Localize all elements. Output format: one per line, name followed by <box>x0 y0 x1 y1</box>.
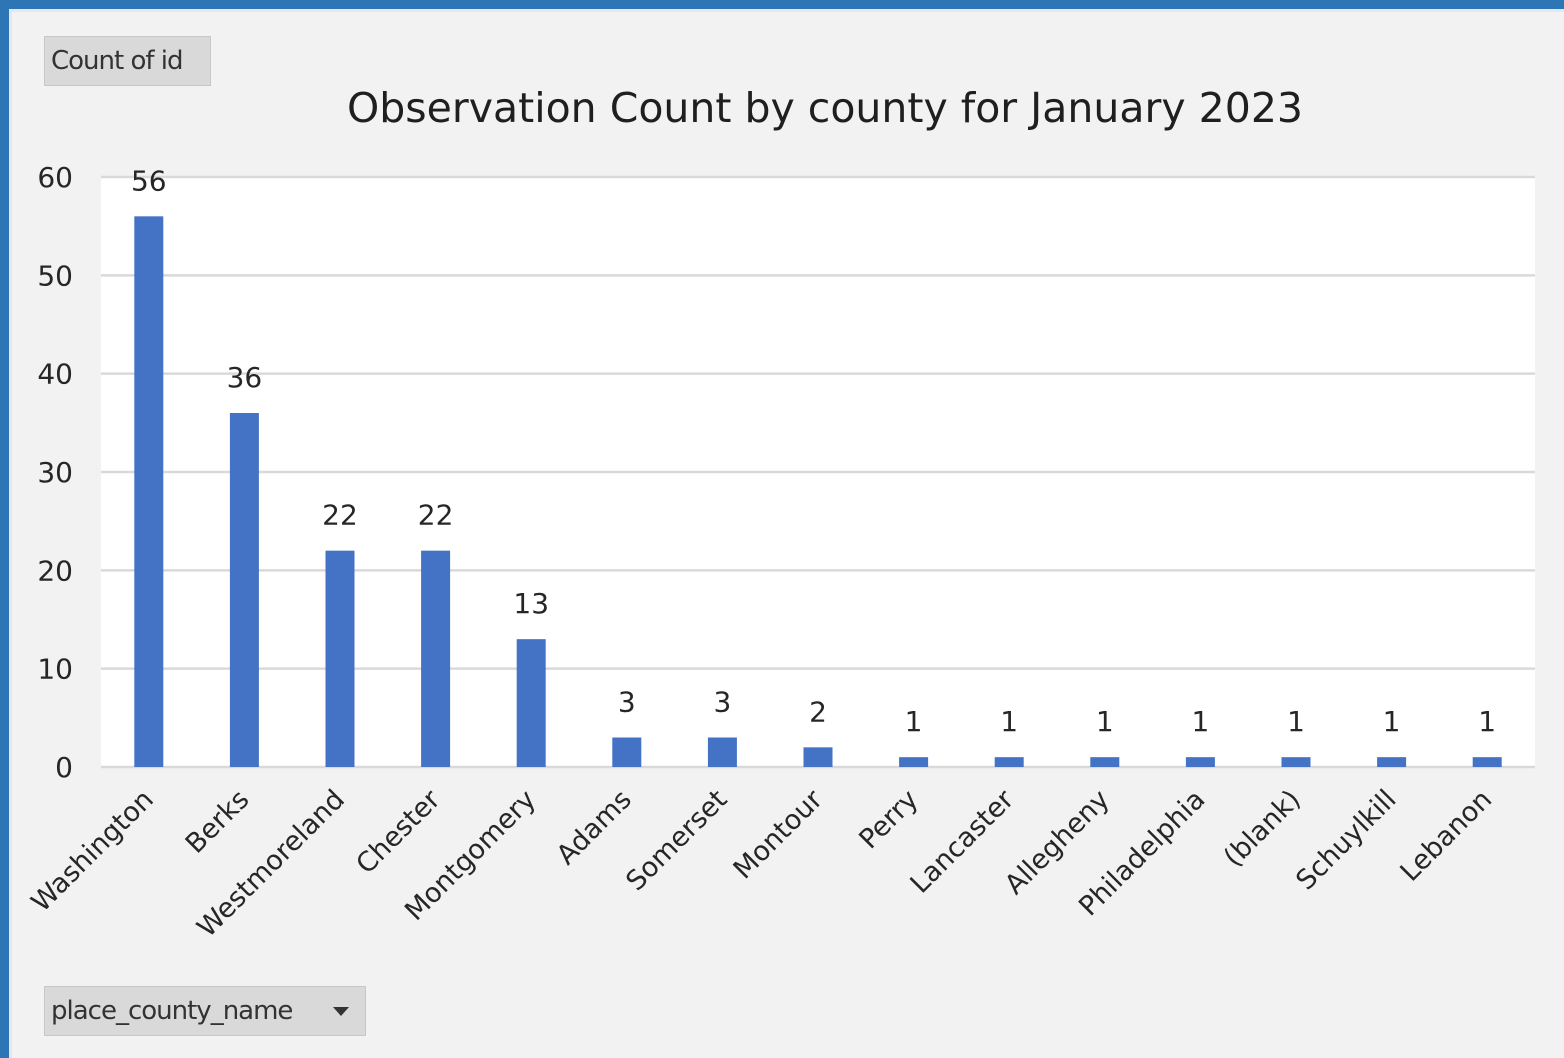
bar[interactable] <box>1185 757 1215 767</box>
data-label: 1 <box>905 705 923 738</box>
x-tick-label: Chester <box>350 783 447 880</box>
x-tick-label: Montour <box>728 783 830 885</box>
x-tick-label: Somerset <box>620 784 733 897</box>
axis-field-label: place_county_name <box>51 996 293 1026</box>
bar[interactable] <box>1281 757 1311 767</box>
data-label: 1 <box>1287 705 1305 738</box>
data-label: 13 <box>513 587 549 620</box>
data-label: 1 <box>1191 705 1209 738</box>
data-label: 56 <box>131 164 167 197</box>
x-tick-label: Adams <box>551 784 638 871</box>
data-label: 22 <box>418 499 454 532</box>
bar[interactable] <box>612 737 642 768</box>
x-tick-label: Washington <box>26 784 160 918</box>
data-label: 1 <box>1383 705 1401 738</box>
axis-field-button[interactable]: place_county_name <box>44 986 366 1036</box>
data-label: 2 <box>809 695 827 728</box>
bar[interactable] <box>229 413 259 767</box>
dropdown-arrow-icon[interactable] <box>333 1007 349 1016</box>
value-field-button[interactable]: Count of id <box>44 36 211 86</box>
bar[interactable] <box>421 550 451 767</box>
value-field-label: Count of id <box>51 46 184 76</box>
data-label: 36 <box>227 361 263 394</box>
y-tick-label: 10 <box>37 653 73 686</box>
x-tick-label: Lebanon <box>1394 784 1498 888</box>
bar[interactable] <box>707 737 737 768</box>
data-label: 1 <box>1096 705 1114 738</box>
bar[interactable] <box>516 639 546 767</box>
bar[interactable] <box>1472 757 1502 767</box>
y-tick-label: 30 <box>37 456 73 489</box>
data-label: 1 <box>1000 705 1018 738</box>
x-tick-label: Berks <box>180 784 256 860</box>
x-tick-label: Schuylkill <box>1290 784 1402 896</box>
y-tick-label: 60 <box>37 161 73 194</box>
y-tick-label: 20 <box>37 554 73 587</box>
chart-title: Observation Count by county for January … <box>347 84 1303 132</box>
y-tick-label: 40 <box>37 358 73 391</box>
bar[interactable] <box>134 216 164 768</box>
data-label: 3 <box>713 686 731 719</box>
data-label: 22 <box>322 499 358 532</box>
bar[interactable] <box>899 757 929 767</box>
y-tick-label: 0 <box>55 751 73 784</box>
y-tick-label: 50 <box>37 259 73 292</box>
bar[interactable] <box>325 550 355 767</box>
data-label: 1 <box>1478 705 1496 738</box>
x-tick-label: (blank) <box>1218 784 1307 873</box>
data-label: 3 <box>618 686 636 719</box>
bar[interactable] <box>1090 757 1120 767</box>
bar[interactable] <box>1377 757 1407 767</box>
x-tick-label: Perry <box>853 784 924 855</box>
bar[interactable] <box>803 747 833 767</box>
chart-area-edge <box>9 9 1564 1058</box>
bar[interactable] <box>994 757 1024 767</box>
